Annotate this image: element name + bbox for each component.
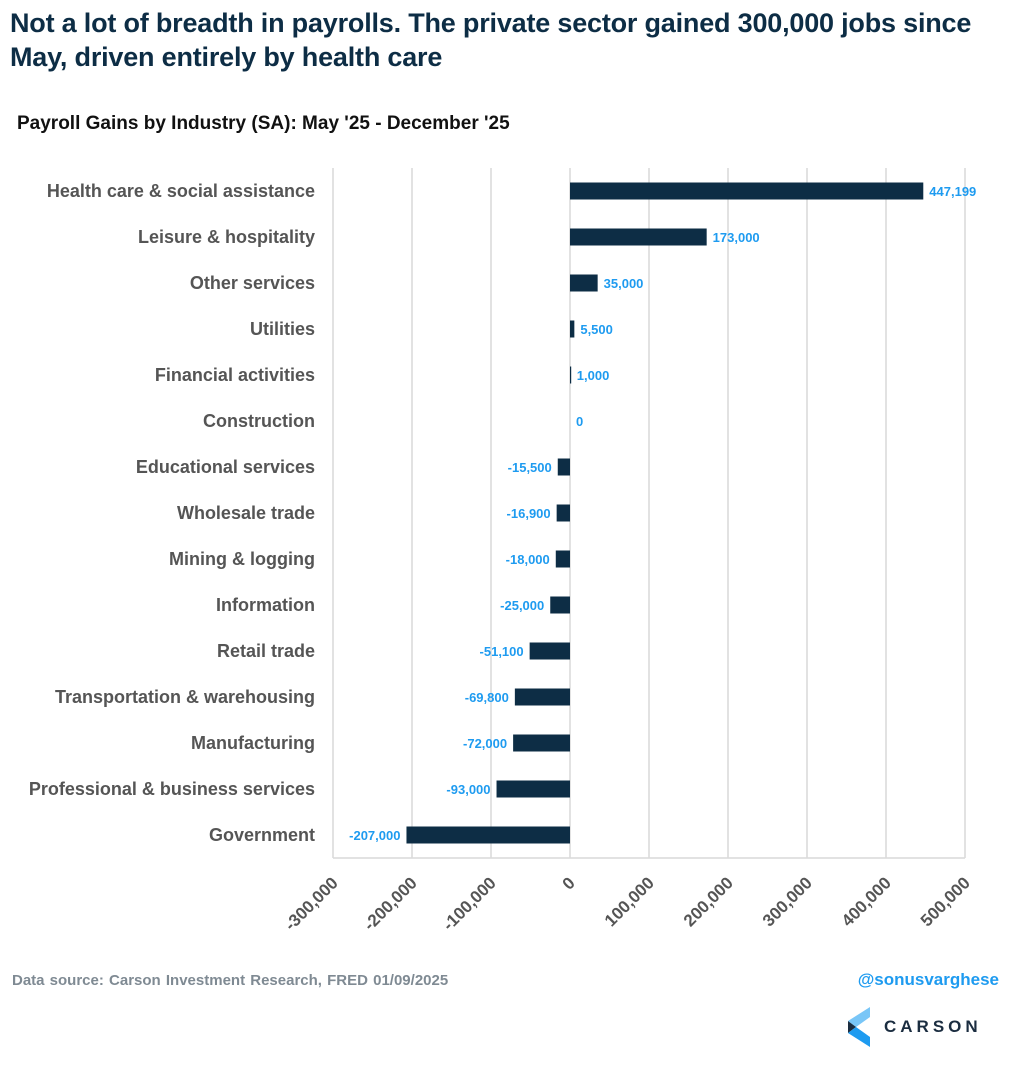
x-tick-label: 300,000 (759, 873, 816, 930)
x-tick-label: -300,000 (281, 873, 342, 934)
category-label: Utilities (250, 319, 315, 339)
x-tick-label: -200,000 (360, 873, 421, 934)
data-label: 173,000 (713, 230, 760, 245)
bar (570, 274, 598, 292)
x-tick-label: 400,000 (838, 873, 895, 930)
category-label: Wholesale trade (177, 503, 315, 523)
carson-chevron-icon (848, 1007, 870, 1047)
category-label: Construction (203, 411, 315, 431)
category-label: Manufacturing (191, 733, 315, 753)
bar (570, 228, 707, 246)
chart-title: Payroll Gains by Industry (SA): May '25 … (17, 113, 510, 134)
data-label: -207,000 (349, 828, 400, 843)
category-labels: Health care & social assistance Leisure &… (29, 181, 315, 845)
data-label: -69,800 (465, 690, 509, 705)
data-label: 35,000 (604, 276, 644, 291)
data-label: -16,900 (507, 506, 551, 521)
data-label: 5,500 (580, 322, 613, 337)
x-tick-label: -100,000 (439, 873, 500, 934)
author-handle[interactable]: @sonusvarghese (857, 970, 999, 989)
x-tick-label: 500,000 (917, 873, 974, 930)
data-label: 0 (576, 414, 583, 429)
category-label: Mining & logging (169, 549, 315, 569)
category-label: Retail trade (217, 641, 315, 661)
bar (496, 780, 570, 798)
data-labels: 447,199 173,000 35,000 5,500 1,000 0 -15,500 -1… (349, 184, 976, 843)
bar (570, 182, 924, 200)
data-label: -72,000 (463, 736, 507, 751)
category-label: Other services (190, 273, 315, 293)
bar (513, 734, 570, 752)
bar (529, 642, 570, 660)
carson-logo: CARSON (848, 1007, 982, 1047)
data-label: -51,100 (480, 644, 524, 659)
bar (406, 826, 570, 844)
bar (570, 320, 575, 338)
bar (556, 504, 570, 522)
data-label: -18,000 (506, 552, 550, 567)
bar-chart: Health care & social assistance Leisure &… (29, 168, 976, 934)
category-label: Professional & business services (29, 779, 315, 799)
category-label: Financial activities (155, 365, 315, 385)
carson-logo-text: CARSON (884, 1017, 982, 1036)
x-tick-label: 0 (559, 873, 579, 893)
data-source-note: Data source: Carson Investment Research,… (12, 972, 449, 989)
category-label: Health care & social assistance (47, 181, 315, 201)
category-label: Information (216, 595, 315, 615)
category-label: Government (209, 825, 315, 845)
bar (550, 596, 570, 614)
category-label: Educational services (136, 457, 315, 477)
x-tick-label: 100,000 (601, 873, 658, 930)
x-tick-label: 200,000 (680, 873, 737, 930)
data-label: -93,000 (446, 782, 490, 797)
bar (557, 458, 570, 476)
gridlines (332, 168, 966, 859)
category-label: Leisure & hospitality (138, 227, 315, 247)
data-label: -25,000 (500, 598, 544, 613)
data-label: 447,199 (929, 184, 976, 199)
bar (570, 366, 572, 384)
x-axis-tick-labels: -300,000 -200,000 -100,000 0 100,000 200,000 3… (281, 873, 974, 934)
data-label: -15,500 (508, 460, 552, 475)
bar (514, 688, 570, 706)
category-label: Transportation & warehousing (55, 687, 315, 707)
data-label: 1,000 (577, 368, 610, 383)
bar (555, 550, 570, 568)
chart-headline: Not a lot of breadth in payrolls. The pr… (10, 8, 972, 72)
bars (406, 182, 924, 844)
